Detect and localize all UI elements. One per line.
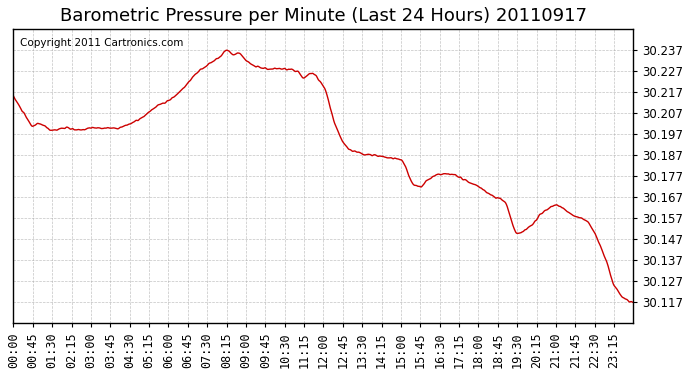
Text: Copyright 2011 Cartronics.com: Copyright 2011 Cartronics.com: [19, 38, 183, 48]
Title: Barometric Pressure per Minute (Last 24 Hours) 20110917: Barometric Pressure per Minute (Last 24 …: [60, 7, 586, 25]
